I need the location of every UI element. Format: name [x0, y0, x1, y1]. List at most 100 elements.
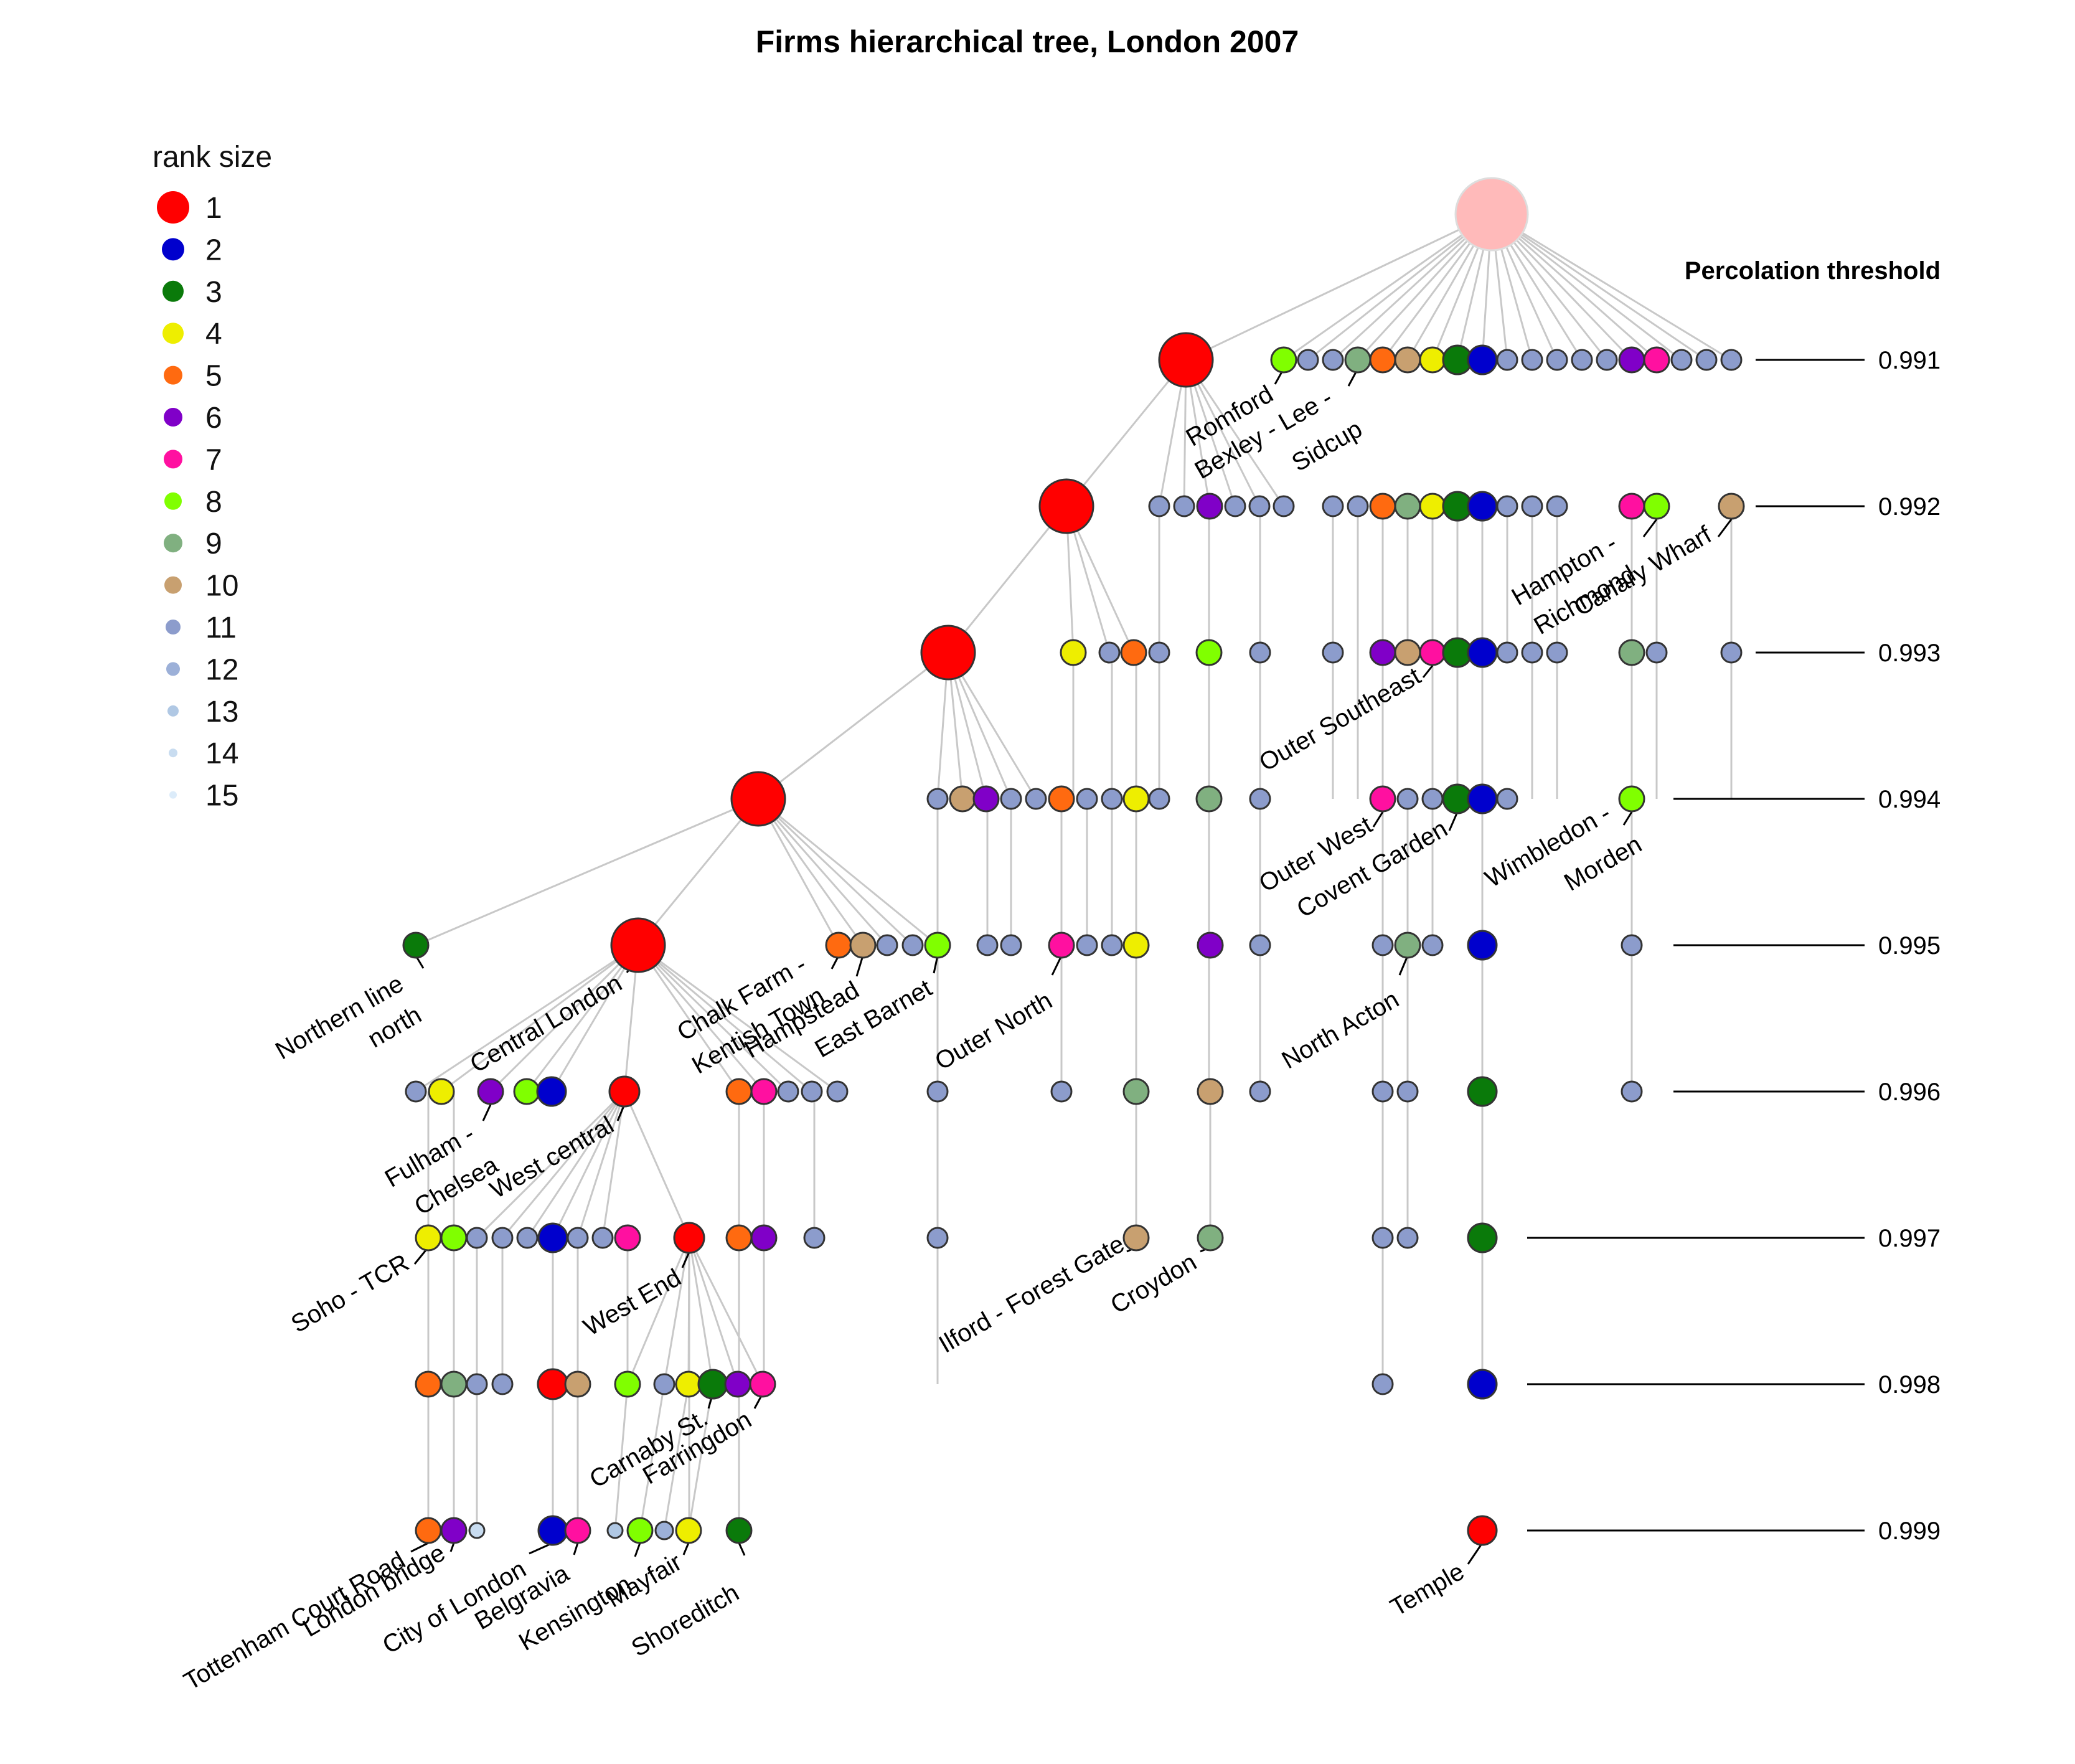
node-level-0.994 [949, 785, 976, 813]
node-level-0.993 [1546, 641, 1568, 664]
tree-edge [663, 1384, 690, 1531]
label-tottenham-court-road: Tottenham Court Road [179, 1547, 410, 1696]
tree-edge [637, 945, 765, 1092]
node-level-0.994 [1025, 788, 1047, 810]
legend-label-8: 8 [205, 486, 222, 519]
node-level-0.997 [491, 1227, 514, 1249]
label-leader-line [1467, 1542, 1484, 1565]
node-level-0.992 [1521, 495, 1543, 517]
tree-edge [1491, 213, 1707, 361]
label-leader-line [1622, 811, 1633, 826]
tree-edge [758, 798, 938, 946]
node-level-0.992 [1618, 493, 1645, 520]
node-level-0.995 [1421, 934, 1444, 956]
node-level-0.998 [440, 1370, 468, 1398]
tree-edge [441, 944, 639, 1093]
node-level-0.998 [749, 1370, 776, 1398]
node-level-0.994-red [730, 771, 786, 827]
label-west-central: West central [486, 1111, 619, 1204]
label-leader-line [449, 1542, 455, 1552]
node-level-0.995 [976, 934, 999, 956]
node-level-0.999 [654, 1521, 674, 1540]
node-level-0.992 [1467, 491, 1498, 522]
legend-swatch-12 [166, 662, 180, 676]
legend-label-4: 4 [205, 318, 222, 351]
node-level-0.998 [724, 1370, 751, 1398]
node-level-0.991 [1270, 346, 1297, 374]
node-level-0.992 [1643, 493, 1670, 520]
tree-edge [623, 1091, 690, 1238]
percolation-threshold-axis: Percolation threshold 0.991 0.992 0.993 0.9… [1527, 257, 1941, 1545]
legend-swatch-13 [167, 705, 179, 717]
threshold-label-0.995: 0.995 [1878, 932, 1941, 960]
legend-swatch-10 [164, 576, 182, 594]
node-level-0.996 [725, 1078, 753, 1105]
node-level-0.993 [1419, 639, 1446, 666]
tree-edge [947, 652, 1037, 799]
label-leader-line [482, 1104, 492, 1121]
tree-edge [576, 1091, 626, 1238]
node-level-0.999 [1467, 1515, 1498, 1546]
node-level-0.997 [1396, 1227, 1419, 1249]
label-leader-line [1372, 811, 1384, 828]
legend-swatch-8 [164, 492, 182, 510]
tree-edge [601, 1091, 626, 1238]
node-level-0.993-red [920, 625, 976, 681]
node-level-0.991 [1521, 349, 1543, 371]
node-level-0.997 [440, 1224, 468, 1252]
node-level-0.996 [1396, 1080, 1419, 1103]
node-level-0.994 [1249, 788, 1271, 810]
node-level-0.994 [1101, 788, 1123, 810]
node-level-0.996 [1467, 1076, 1498, 1107]
node-level-0.991 [1643, 346, 1670, 374]
label-outer-southeast: Outer Southeast [1254, 663, 1425, 777]
legend-label-13: 13 [205, 696, 238, 729]
tree-edge [1185, 213, 1492, 361]
node-level-0.997 [1122, 1224, 1150, 1252]
label-leader-line [634, 1542, 641, 1557]
node-level-0.999 [675, 1517, 702, 1544]
legend-label-7: 7 [205, 443, 222, 476]
legend-swatch-9 [164, 534, 182, 553]
node-level-0.992 [1148, 495, 1170, 517]
node-level-0.994 [926, 788, 949, 810]
node-level-0.994 [1048, 785, 1075, 813]
threshold-label-0.992: 0.992 [1878, 493, 1941, 521]
node-level-0.999 [440, 1517, 468, 1544]
node-level-0.996 [405, 1080, 427, 1103]
label-leader-line [1051, 955, 1063, 976]
label-leader-line [933, 955, 939, 974]
tree-edge [550, 945, 639, 1092]
node-level-0.996 [428, 1078, 455, 1105]
node-level-0.996 [926, 1080, 949, 1103]
label-soho-tcr: Soho - TCR [286, 1249, 413, 1338]
label-central-london: Central London [466, 969, 627, 1078]
tree-edge [687, 1384, 714, 1531]
node-level-0.993 [1060, 639, 1087, 666]
node-level-0.998 [537, 1368, 569, 1400]
node-level-0.999 [626, 1517, 654, 1544]
node-level-0.993 [1195, 639, 1223, 666]
node-level-0.991 [1670, 349, 1693, 371]
node-level-0.998 [466, 1373, 488, 1395]
tree-edge [638, 944, 838, 1093]
label-temple: Temple [1386, 1558, 1469, 1622]
label-leader-line [681, 1252, 690, 1268]
node-level-0.994 [1421, 788, 1444, 810]
tree-edge [1185, 359, 1285, 507]
label-leader-line [1717, 519, 1733, 537]
node-level-0.996 [608, 1075, 641, 1108]
node-level-0.996 [826, 1080, 849, 1103]
node-level-0.993 [1394, 639, 1421, 666]
node-level-0.995 [876, 934, 898, 956]
node-level-0.991 [1344, 346, 1372, 374]
node-level-0.993 [1521, 641, 1543, 664]
node-level-0.992 [1419, 493, 1446, 520]
legend-label-6: 6 [205, 402, 222, 435]
node-level-0.995 [1197, 932, 1224, 959]
legend-title: rank size [153, 141, 272, 174]
node-level-0.998 [614, 1370, 641, 1398]
node-level-0.994 [1467, 783, 1498, 814]
node-level-0.998 [564, 1370, 591, 1398]
